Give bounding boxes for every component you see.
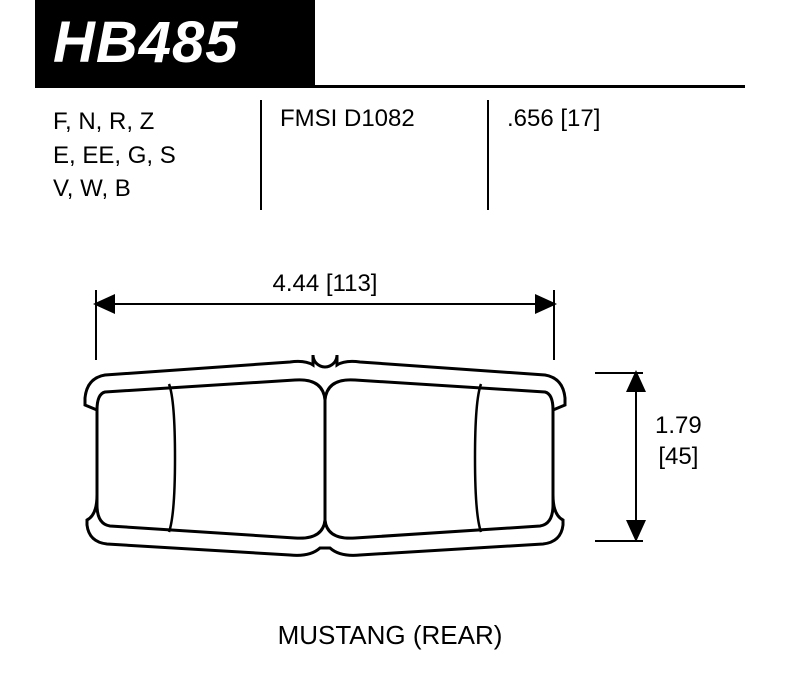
width-arrow-line (95, 303, 555, 305)
header-bar: HB485 (35, 0, 315, 85)
brake-pad-outline (75, 350, 575, 560)
compound-codes: F, N, R, Z E, EE, G, S V, W, B (35, 105, 260, 210)
product-name: MUSTANG (REAR) (35, 620, 745, 651)
fmsi-code: FMSI D1082 (262, 105, 487, 210)
thickness-value: .656 [17] (489, 105, 745, 210)
height-mm: [45] (655, 441, 702, 472)
width-dimension: 4.44 [113] (95, 270, 555, 305)
codes-line: V, W, B (53, 172, 260, 206)
top-rule (35, 85, 745, 88)
part-number: HB485 (53, 9, 239, 76)
width-label: 4.44 [113] (95, 270, 555, 298)
codes-line: F, N, R, Z (53, 105, 260, 139)
height-inches: 1.79 (655, 410, 702, 441)
codes-line: E, EE, G, S (53, 139, 260, 173)
info-row: F, N, R, Z E, EE, G, S V, W, B FMSI D108… (35, 105, 745, 210)
diagram-area: 4.44 [113] 1.79 [45] MUSTANG (REAR) (35, 250, 745, 651)
height-arrow-line (635, 372, 637, 542)
arrow-up-icon (626, 370, 646, 392)
height-label: 1.79 [45] (655, 410, 702, 472)
arrow-down-icon (626, 520, 646, 542)
